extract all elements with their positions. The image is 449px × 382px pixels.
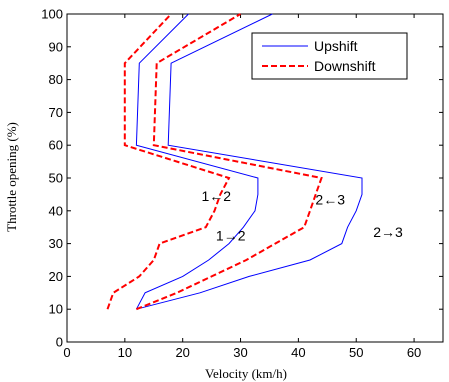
x-tick-label: 40 xyxy=(291,345,305,360)
series-line-upshift-0 xyxy=(135,13,259,310)
y-tick-label: 10 xyxy=(49,302,63,317)
series-layer xyxy=(106,13,363,311)
y-tick-label: 90 xyxy=(49,39,63,54)
annotations: 1←2 1→2 2←3 2→3 xyxy=(201,188,403,243)
shift-annotation: 1←2 xyxy=(201,188,231,204)
x-tick-label: 30 xyxy=(233,345,247,360)
plot-area xyxy=(66,13,444,343)
y-tick-label: 40 xyxy=(49,203,63,218)
y-tick-label: 60 xyxy=(49,138,63,153)
x-tick-label: 20 xyxy=(175,345,189,360)
y-tick-label: 80 xyxy=(49,72,63,87)
shift-annotation: 1→2 xyxy=(216,227,246,243)
legend: Upshift Downshift xyxy=(251,32,408,80)
y-tick-label: 50 xyxy=(49,171,63,186)
y-tick-label: 20 xyxy=(49,269,63,284)
y-tick-label: 70 xyxy=(49,105,63,120)
x-tick-label: 10 xyxy=(118,345,132,360)
y-tick-label: 0 xyxy=(56,335,63,350)
shift-annotation: 2→3 xyxy=(373,224,403,240)
shift-annotation: 2←3 xyxy=(315,191,345,207)
legend-label-upshift: Upshift xyxy=(314,38,358,54)
y-tick-label: 100 xyxy=(41,7,63,22)
x-tick-label: 60 xyxy=(407,345,421,360)
y-tick-label: 30 xyxy=(49,236,63,251)
x-axis-label: Velocity (km/h) xyxy=(205,366,287,381)
y-axis-label: Throttle opening (%) xyxy=(4,122,19,232)
legend-box xyxy=(251,32,408,80)
tick-labels: 0 10 20 30 40 50 60 0 10 20 30 40 50 60 70 80 90 100 xyxy=(41,7,421,361)
series-line-upshift-1 xyxy=(136,13,363,310)
legend-label-downshift: Downshift xyxy=(314,58,376,74)
x-tick-label: 50 xyxy=(349,345,363,360)
series-line-downshift-2 xyxy=(106,13,231,310)
x-tick-label: 0 xyxy=(63,345,70,360)
series-line-downshift-3 xyxy=(136,13,323,311)
